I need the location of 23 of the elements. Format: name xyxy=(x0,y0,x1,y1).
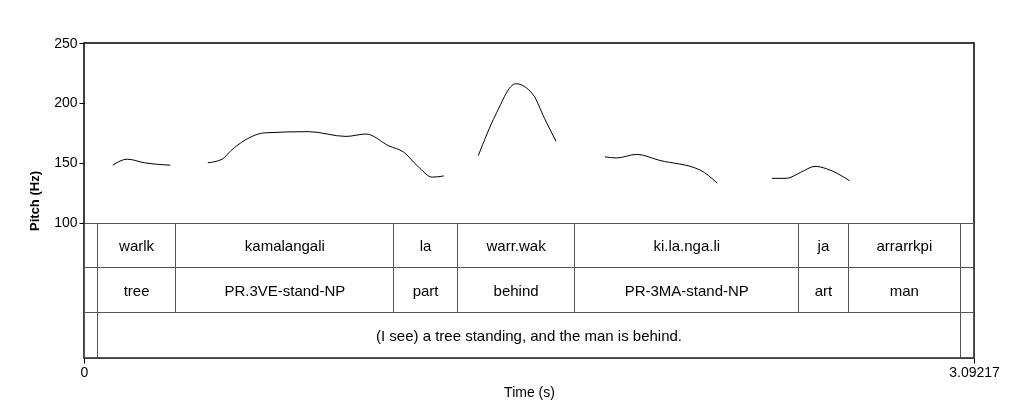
annotation: ja xyxy=(798,223,849,268)
annotation: kamalangali xyxy=(175,223,394,268)
x-tick-label: 3.09217 xyxy=(949,363,1001,380)
annotation: part xyxy=(393,267,458,313)
annotation: warr.wak xyxy=(457,223,575,268)
annotation: man xyxy=(848,267,961,313)
annotation: art xyxy=(798,267,849,313)
annotation: behind xyxy=(457,267,575,313)
y-axis-title: Pitch (Hz) xyxy=(27,171,43,231)
annotation: ki.la.nga.li xyxy=(574,223,799,268)
y-tick-label: 250 xyxy=(54,34,78,51)
annotation: arrarrkpi xyxy=(848,223,961,268)
y-tick-label: 200 xyxy=(54,94,78,111)
annotation: warlk xyxy=(97,223,176,268)
y-tick-label: 150 xyxy=(54,154,78,171)
annotation: PR.3VE-stand-NP xyxy=(175,267,394,313)
y-tick-label: 100 xyxy=(54,214,78,231)
annotation: la xyxy=(393,223,458,268)
annotation: PR-3MA-stand-NP xyxy=(574,267,799,313)
x-tick-label: 0 xyxy=(80,363,89,380)
x-axis-title: Time (s) xyxy=(504,383,555,400)
annotation: (I see) a tree standing, and the man is behind. xyxy=(97,312,961,358)
annotation: tree xyxy=(97,267,176,313)
